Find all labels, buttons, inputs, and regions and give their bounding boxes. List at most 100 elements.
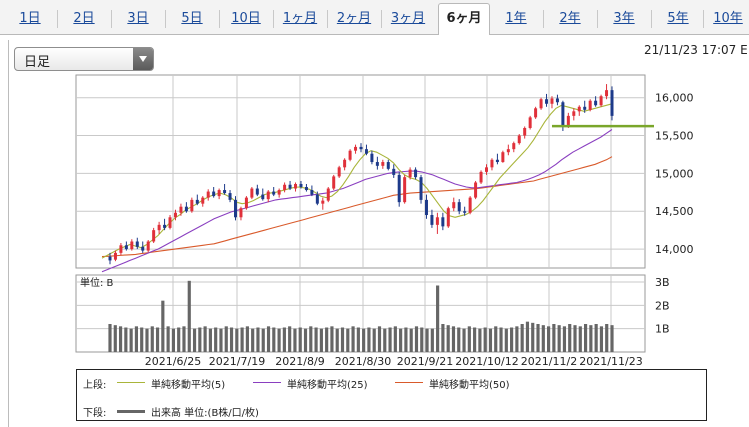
volume-bar	[288, 326, 292, 352]
tab-3[interactable]: 5日	[181, 11, 203, 26]
volume-bar	[441, 324, 445, 352]
tab-separator	[651, 10, 652, 28]
candle-body	[135, 241, 139, 247]
tab-2[interactable]: 3日	[127, 11, 149, 26]
volume-bar	[219, 328, 223, 352]
candle-body	[512, 143, 516, 150]
volume-bar	[520, 324, 524, 352]
candle-body	[179, 206, 183, 213]
volume-bar	[425, 328, 429, 352]
candle-body	[304, 187, 308, 191]
x-tick-label: 2021/6/25	[145, 355, 201, 368]
volume-bar	[467, 326, 471, 352]
volume-bar	[182, 326, 186, 352]
candle-body	[141, 246, 145, 251]
volume-bar	[499, 327, 503, 352]
candle-body	[545, 99, 549, 104]
x-tick-label: 2021/10/12	[455, 355, 518, 368]
candle-body	[414, 169, 418, 178]
volume-bar	[583, 324, 588, 352]
volume-bar	[605, 324, 609, 352]
timestamp: 21/11/23 17:07 E	[644, 43, 748, 57]
tab-10[interactable]: 2年	[559, 11, 581, 26]
candle-body	[157, 224, 161, 231]
candle-body	[408, 169, 412, 178]
volume-bar	[404, 327, 408, 352]
x-tick-label: 2021/7/19	[209, 355, 265, 368]
volume-bar	[457, 327, 461, 352]
tab-5[interactable]: 1ヶ月	[282, 11, 318, 26]
volume-bar	[187, 280, 191, 352]
candle-body	[446, 208, 450, 227]
volume-bar	[166, 326, 170, 352]
candle-body	[173, 212, 177, 218]
volume-bar	[108, 324, 112, 352]
volume-bar	[118, 326, 123, 352]
tab-11[interactable]: 3年	[613, 11, 635, 26]
tab-4[interactable]: 10日	[231, 11, 261, 26]
candle-body	[332, 176, 336, 189]
tab-7[interactable]: 3ヶ月	[390, 11, 426, 26]
volume-bar	[488, 328, 493, 352]
volume-bar	[346, 328, 350, 352]
volume-bar	[298, 327, 302, 352]
tab-0[interactable]: 1日	[19, 11, 41, 26]
tab-separator	[57, 10, 58, 28]
volume-bar	[589, 325, 593, 352]
volume-bar	[140, 327, 144, 352]
legend-ma25-swatch	[253, 382, 281, 383]
candle-body	[370, 153, 374, 163]
volume-bar	[372, 328, 376, 352]
candle-body	[479, 171, 483, 183]
volume-bar	[388, 327, 392, 352]
candle-body	[294, 183, 298, 189]
x-tick-label: 2021/8/9	[275, 355, 324, 368]
tab-8[interactable]: 6ヶ月	[438, 3, 490, 35]
volume-bar	[235, 328, 239, 352]
volume-bar	[171, 328, 175, 352]
candle-body	[435, 217, 439, 225]
candle-body	[463, 211, 467, 213]
volume-bar	[525, 321, 530, 352]
volume-bar	[150, 326, 154, 352]
tab-separator	[273, 10, 274, 28]
candle-body	[403, 177, 407, 203]
tab-9[interactable]: 1年	[505, 11, 527, 26]
candle-body	[163, 224, 167, 228]
volume-bar	[134, 326, 139, 352]
tab-1[interactable]: 2日	[73, 11, 95, 26]
candle-body	[484, 167, 489, 172]
chevron-down-icon	[139, 56, 147, 62]
candle-body	[288, 184, 292, 189]
volume-bar	[303, 328, 308, 352]
candle-body	[272, 191, 276, 195]
x-tick-label: 2021/8/30	[335, 355, 391, 368]
dropdown-button[interactable]	[133, 48, 153, 70]
ma25-line	[101, 129, 613, 273]
candle-body	[364, 149, 368, 154]
volume-bar	[594, 324, 598, 352]
period-select[interactable]: 日足	[14, 47, 154, 71]
legend-upper-label: 上段:	[83, 380, 107, 391]
volume-bar	[414, 326, 419, 352]
tab-12[interactable]: 5年	[667, 11, 689, 26]
volume-bar	[541, 325, 545, 352]
tab-13[interactable]: 10年	[713, 11, 743, 26]
volume-bar	[362, 328, 366, 352]
tab-6[interactable]: 2ヶ月	[336, 11, 372, 26]
candle-body	[583, 106, 587, 110]
volume-tick-label: 3B	[655, 276, 670, 289]
volume-bar	[256, 327, 260, 352]
ma50-line	[101, 156, 613, 258]
candle-body	[588, 100, 592, 110]
volume-bar	[129, 328, 133, 352]
candle-body	[381, 162, 385, 166]
volume-bar	[282, 327, 286, 352]
volume-bar	[214, 327, 218, 352]
volume-bar	[155, 327, 160, 352]
candle-body	[113, 252, 117, 260]
volume-bar	[430, 328, 434, 352]
volume-bar	[393, 326, 397, 352]
volume-bar	[330, 326, 334, 352]
price-tick-label: 14,000	[655, 243, 694, 256]
